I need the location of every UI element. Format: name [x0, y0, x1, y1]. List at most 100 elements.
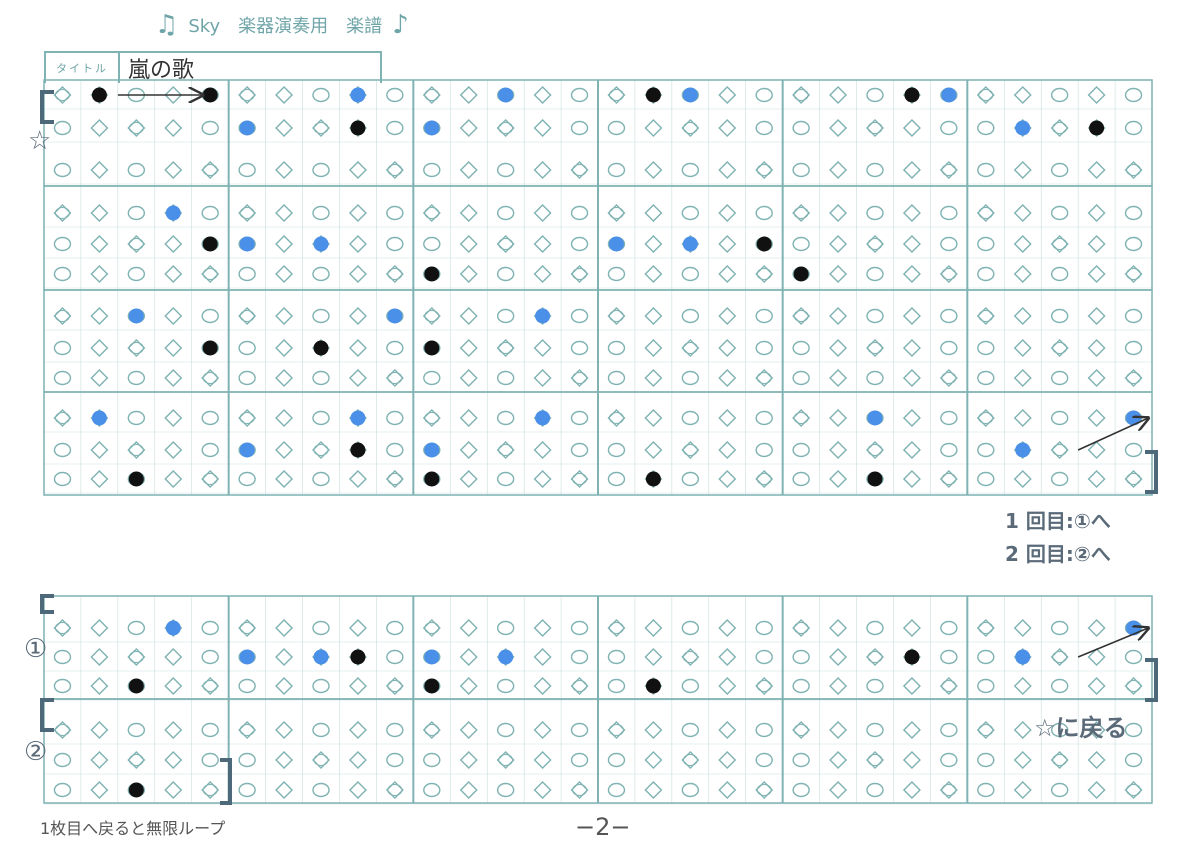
- hole-circle: [53, 442, 72, 458]
- hole-diamond: [459, 409, 478, 427]
- hole-circle: [423, 162, 441, 178]
- hole-circle: [1050, 620, 1069, 636]
- hole-circle: [127, 266, 146, 282]
- hole-circle: [941, 164, 957, 176]
- hole-diamond: [1013, 409, 1032, 427]
- hole-diamond: [275, 339, 294, 357]
- hole-circle: [386, 410, 404, 426]
- hole-circle: [312, 678, 330, 694]
- hole-circle: [607, 752, 626, 768]
- hole-circle: [607, 120, 626, 136]
- hole-circle: [424, 622, 440, 634]
- hole-diamond: [718, 721, 737, 739]
- hole-circle: [755, 205, 773, 221]
- blue-note: [239, 236, 255, 252]
- hole-diamond: [644, 119, 663, 137]
- hole-diamond: [902, 441, 921, 459]
- hole-circle: [53, 649, 72, 665]
- hole-diamond: [718, 235, 737, 253]
- hole-circle: [127, 205, 146, 221]
- hole-diamond: [459, 751, 478, 769]
- hole-circle: [866, 162, 884, 178]
- hole-circle: [1050, 308, 1069, 324]
- hole-diamond: [533, 235, 552, 253]
- hole-diamond: [902, 235, 921, 253]
- hole-circle: [607, 340, 626, 356]
- hole-diamond: [275, 470, 294, 488]
- hole-circle: [423, 236, 441, 252]
- hole-circle: [312, 722, 330, 738]
- page-number: −2−: [575, 813, 631, 841]
- hole-circle: [977, 370, 995, 386]
- hole-diamond: [275, 265, 294, 283]
- hole-diamond: [348, 619, 367, 637]
- hole-circle: [941, 680, 957, 692]
- hole-circle: [681, 678, 700, 694]
- hole-circle: [312, 308, 330, 324]
- hole-diamond: [533, 781, 552, 799]
- hole-circle: [681, 471, 700, 487]
- repeat-instruction-1: 1 回目:①へ: [1005, 509, 1111, 533]
- hole-diamond: [533, 339, 552, 357]
- hole-diamond: [164, 307, 183, 325]
- hole-circle: [570, 236, 589, 252]
- hole-circle: [312, 782, 330, 798]
- hole-circle: [312, 410, 330, 426]
- hole-circle: [53, 678, 72, 694]
- hole-diamond: [902, 119, 921, 137]
- hole-diamond: [275, 307, 294, 325]
- hole-diamond: [164, 648, 183, 666]
- hole-circle: [792, 340, 810, 356]
- star-marker: ☆: [28, 126, 52, 156]
- hole-circle: [755, 308, 773, 324]
- blue-note: [535, 410, 551, 426]
- black-note: [128, 471, 144, 487]
- black-note: [904, 649, 920, 665]
- black-note: [424, 678, 440, 694]
- hole-circle: [866, 308, 884, 324]
- hole-circle: [793, 412, 809, 424]
- hole-circle: [1124, 752, 1143, 768]
- hole-diamond: [829, 721, 848, 739]
- hole-diamond: [348, 339, 367, 357]
- hole-circle: [941, 784, 957, 796]
- black-note: [91, 87, 107, 103]
- hole-circle: [570, 410, 589, 426]
- hole-circle: [128, 444, 144, 456]
- hole-diamond: [275, 619, 294, 637]
- hole-diamond: [348, 751, 367, 769]
- hole-diamond: [644, 648, 663, 666]
- hole-diamond: [718, 619, 737, 637]
- hole-circle: [54, 622, 70, 634]
- hole-diamond: [459, 648, 478, 666]
- hole-circle: [53, 120, 72, 136]
- hole-circle: [386, 752, 404, 768]
- hole-circle: [1052, 444, 1068, 456]
- hole-circle: [755, 442, 773, 458]
- hole-circle: [682, 122, 698, 134]
- hole-diamond: [1087, 470, 1106, 488]
- hole-circle: [570, 620, 589, 636]
- blue-note: [91, 410, 107, 426]
- hole-circle: [423, 782, 441, 798]
- hole-circle: [424, 207, 440, 219]
- blue-note: [682, 236, 698, 252]
- hole-diamond: [90, 339, 109, 357]
- hole-circle: [607, 162, 626, 178]
- first-ending-bracket: [40, 594, 54, 614]
- hole-circle: [570, 442, 589, 458]
- hole-diamond: [459, 235, 478, 253]
- hole-circle: [201, 410, 219, 426]
- hole-diamond: [459, 470, 478, 488]
- hole-circle: [867, 238, 883, 250]
- hole-circle: [498, 444, 514, 456]
- blue-note: [1015, 120, 1031, 136]
- hole-diamond: [829, 470, 848, 488]
- hole-circle: [866, 782, 884, 798]
- hole-circle: [387, 372, 403, 384]
- hole-circle: [866, 87, 884, 103]
- hole-circle: [313, 754, 329, 766]
- hole-diamond: [1087, 265, 1106, 283]
- blue-note: [128, 308, 144, 324]
- black-note: [424, 266, 440, 282]
